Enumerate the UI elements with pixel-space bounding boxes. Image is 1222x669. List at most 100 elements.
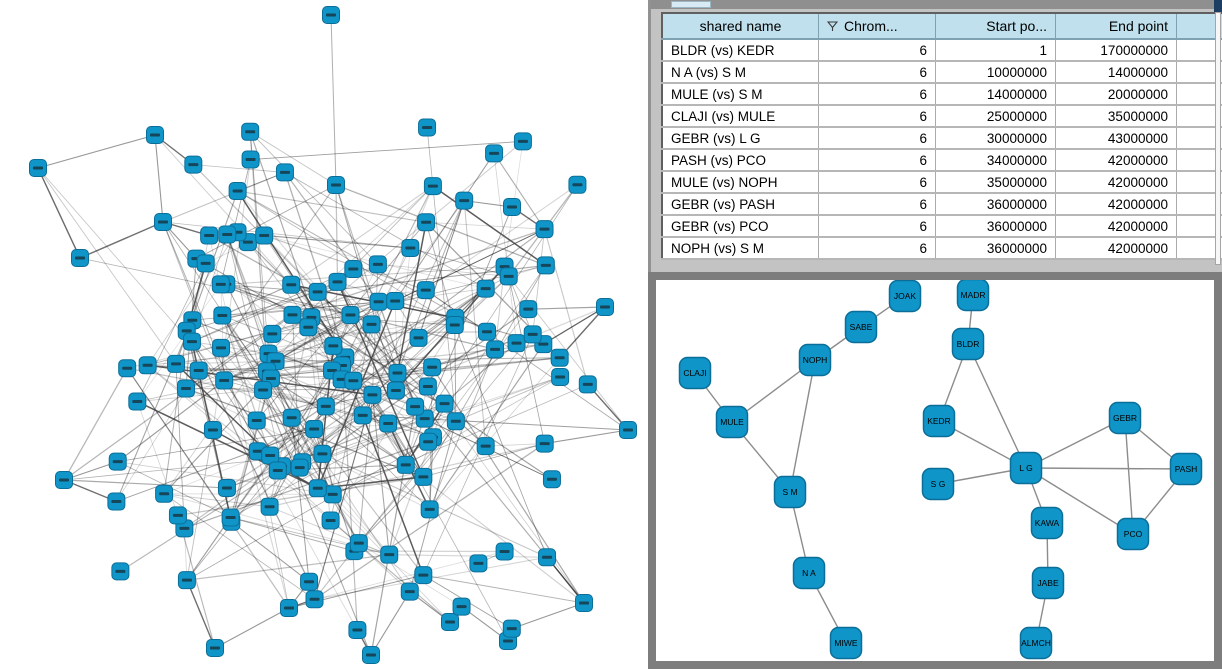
vertical-scrollbar-track[interactable] — [1215, 12, 1221, 265]
table-row[interactable]: GEBR (vs) L G6300000004300000016.9 — [662, 127, 1222, 150]
network-node[interactable] — [324, 336, 343, 355]
network-node[interactable] — [503, 198, 521, 216]
table-row[interactable]: PASH (vs) PCO6340000004200000011.4 — [662, 149, 1222, 172]
node-shape[interactable] — [1019, 626, 1053, 660]
network-node[interactable] — [507, 334, 526, 353]
network-node[interactable] — [29, 159, 47, 177]
network-node[interactable] — [363, 385, 382, 404]
network-node[interactable] — [154, 213, 172, 231]
node-NOPH[interactable]: NOPH — [798, 343, 832, 377]
node-shape[interactable] — [1030, 506, 1064, 540]
node-N A[interactable]: N A — [792, 556, 826, 590]
node-MIWE[interactable]: MIWE — [829, 626, 863, 660]
network-node[interactable] — [212, 338, 231, 357]
node-JOAK[interactable]: JOAK — [888, 280, 922, 313]
network-node[interactable] — [418, 118, 437, 137]
node-MADR[interactable]: MADR — [956, 280, 990, 312]
network-node[interactable] — [348, 621, 367, 640]
network-node[interactable] — [495, 542, 514, 561]
node-KAWA[interactable]: KAWA — [1030, 506, 1064, 540]
node-shape[interactable] — [715, 405, 749, 439]
network-node[interactable] — [344, 371, 363, 390]
network-node[interactable] — [417, 213, 436, 232]
horizontal-scrollbar-thumb[interactable] — [671, 1, 711, 8]
node-GEBR[interactable]: GEBR — [1108, 401, 1142, 435]
network-node[interactable] — [401, 239, 420, 258]
network-node[interactable] — [215, 371, 234, 390]
network-node[interactable] — [241, 122, 260, 141]
network-node[interactable] — [542, 470, 561, 489]
network-node[interactable] — [362, 646, 380, 664]
network-node[interactable] — [368, 255, 387, 274]
network-node[interactable] — [107, 492, 126, 511]
table-row[interactable]: MULE (vs) NOPH6350000004200000010.5 — [662, 171, 1222, 194]
network-node[interactable] — [182, 332, 201, 351]
node-JABE[interactable]: JABE — [1031, 566, 1065, 600]
network-node[interactable] — [478, 322, 497, 341]
node-shape[interactable] — [1031, 566, 1065, 600]
network-node[interactable] — [217, 478, 236, 497]
node-shape[interactable] — [1009, 451, 1043, 485]
node-shape[interactable] — [1116, 517, 1150, 551]
network-node[interactable] — [228, 182, 247, 201]
network-node[interactable] — [200, 226, 219, 245]
network-node[interactable] — [388, 364, 407, 383]
column-header-end-point[interactable]: End point — [1055, 13, 1177, 40]
table-row[interactable]: CLAJI (vs) MULE625000000350000005.9 — [662, 105, 1222, 128]
network-node[interactable] — [513, 132, 532, 151]
network-node[interactable] — [536, 256, 555, 275]
overview-network-canvas[interactable] — [0, 0, 648, 669]
network-node[interactable] — [486, 340, 505, 359]
network-node[interactable] — [551, 367, 570, 386]
horizontal-scrollbar-track[interactable] — [651, 0, 1222, 9]
network-node[interactable] — [308, 479, 327, 498]
table-row[interactable]: BLDR (vs) KEDR61170000000192.0 — [662, 39, 1222, 62]
node-MULE[interactable]: MULE — [715, 405, 749, 439]
network-node[interactable] — [379, 414, 398, 433]
node-PASH[interactable]: PASH — [1169, 452, 1203, 486]
node-SABE[interactable]: SABE — [844, 310, 878, 344]
table-row[interactable]: NOPH (vs) S M636000000420000009.9 — [662, 237, 1222, 260]
network-node[interactable] — [313, 444, 332, 463]
node-shape[interactable] — [792, 556, 826, 590]
node-shape[interactable] — [956, 280, 990, 312]
network-node[interactable] — [476, 437, 495, 456]
network-node[interactable] — [619, 421, 637, 439]
network-node[interactable] — [435, 394, 454, 413]
network-node[interactable] — [535, 220, 554, 239]
edge-L G-PASH[interactable] — [1025, 467, 1187, 470]
network-node[interactable] — [420, 500, 439, 519]
node-shape[interactable] — [773, 475, 807, 509]
column-header-chrom---[interactable]: Chrom... — [818, 13, 936, 40]
network-node[interactable] — [138, 356, 157, 375]
node-shape[interactable] — [1169, 452, 1203, 486]
network-node[interactable] — [146, 126, 164, 144]
column-header-shared-name[interactable]: shared name — [662, 13, 819, 40]
network-node[interactable] — [111, 562, 130, 581]
column-header-start-po---[interactable]: Start po... — [935, 13, 1056, 40]
table-row[interactable]: GEBR (vs) PASH636000000420000008.9 — [662, 193, 1222, 216]
network-node[interactable] — [596, 298, 614, 316]
network-node[interactable] — [118, 359, 137, 378]
network-node[interactable] — [211, 275, 230, 294]
network-node[interactable] — [305, 590, 324, 609]
network-node[interactable] — [344, 260, 363, 279]
network-node[interactable] — [550, 348, 569, 367]
edge-NOPH-S M[interactable] — [789, 359, 816, 493]
network-node[interactable] — [167, 354, 186, 373]
node-KEDR[interactable]: KEDR — [922, 404, 956, 438]
network-node[interactable] — [176, 379, 195, 398]
network-node[interactable] — [380, 545, 399, 564]
network-node[interactable] — [485, 144, 504, 163]
network-node[interactable] — [108, 452, 127, 471]
network-node[interactable] — [455, 191, 474, 210]
network-node[interactable] — [441, 613, 459, 631]
network-node[interactable] — [321, 511, 340, 530]
edge-BLDR-L G[interactable] — [967, 343, 1027, 469]
node-shape[interactable] — [922, 404, 956, 438]
network-node[interactable] — [268, 461, 287, 480]
network-node[interactable] — [519, 300, 538, 319]
network-node[interactable] — [423, 358, 442, 377]
network-node[interactable] — [353, 406, 372, 425]
network-node[interactable] — [386, 291, 405, 310]
